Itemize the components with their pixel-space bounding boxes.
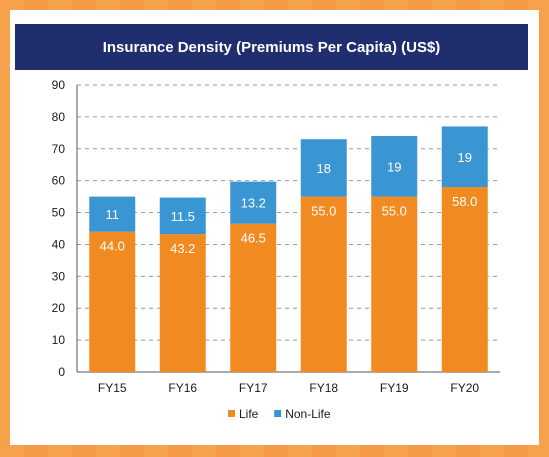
legend-swatch-non-life [274,410,282,417]
x-tick-label: FY17 [239,381,268,395]
data-label: 11.5 [171,209,195,224]
bar-life [89,231,136,372]
x-tick-label: FY20 [450,381,479,395]
legend-swatch-life [228,410,235,417]
data-label: 44.0 [100,239,125,254]
bar-non-life [89,196,136,232]
data-label: 13.2 [241,196,266,211]
data-label: 58.0 [452,194,477,209]
data-label: 19 [387,159,401,174]
bar-non-life [300,139,347,197]
y-tick-label: 80 [52,110,66,124]
y-tick-label: 60 [52,174,66,188]
data-label: 55.0 [382,204,407,219]
bar-life [300,196,347,372]
y-tick-label: 70 [52,142,66,156]
legend-label-life: Life [239,407,259,421]
bar-non-life [441,126,488,188]
bar-life [441,187,488,372]
bar-life [159,234,206,372]
x-tick-label: FY19 [380,381,409,395]
y-tick-label: 20 [52,301,66,315]
data-label: 19 [458,150,472,165]
y-tick-label: 40 [52,237,66,251]
data-label: 46.5 [241,231,266,246]
bar-non-life [159,197,206,235]
x-tick-label: FY16 [168,381,197,395]
bar-life [371,196,418,372]
data-label: 55.0 [311,204,336,219]
y-tick-label: 90 [52,78,66,92]
bar-non-life [371,136,418,197]
data-label: 43.2 [170,241,195,256]
data-label: 11 [106,207,120,222]
bar-life [230,223,277,372]
x-tick-label: FY15 [98,381,127,395]
y-tick-label: 30 [52,269,66,283]
chart-title: Insurance Density (Premiums Per Capita) … [15,24,528,70]
data-label: 18 [317,161,331,176]
y-tick-label: 50 [52,206,66,220]
bar-non-life [230,181,277,224]
legend-label-non-life: Non-Life [285,407,331,421]
y-tick-label: 0 [58,365,65,379]
y-tick-label: 10 [52,333,66,347]
x-tick-label: FY18 [309,381,338,395]
